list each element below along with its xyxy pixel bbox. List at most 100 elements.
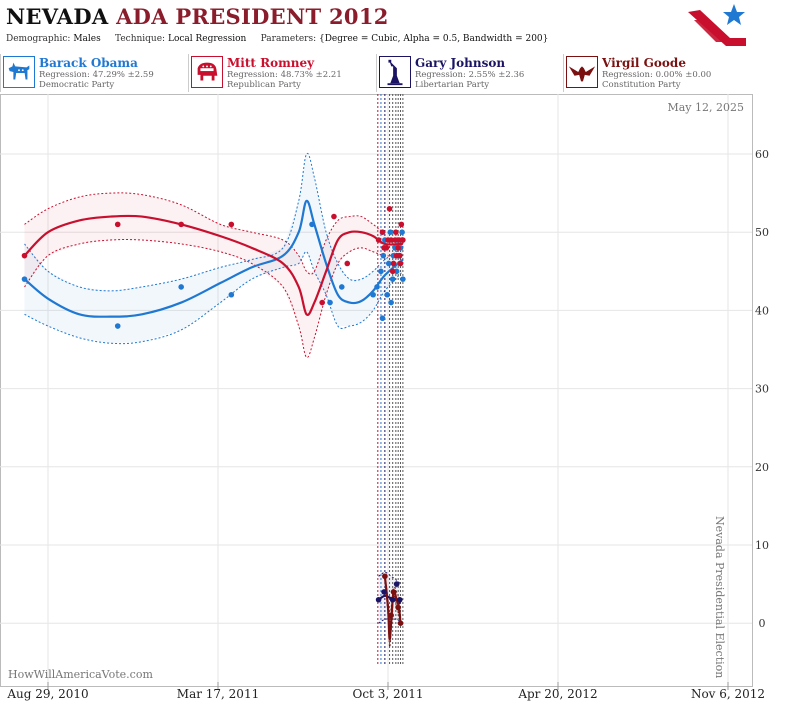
data-point	[384, 291, 391, 298]
x-tick-label: Nov 6, 2012	[691, 687, 765, 701]
data-point	[389, 276, 396, 282]
legend-name: Gary Johnson	[415, 56, 506, 70]
legend-party: Democratic Party	[39, 80, 115, 90]
data-point	[389, 268, 396, 275]
chart-axes: 0 10 20 30 40 50 60 Aug 29, 2010 Mar 17, 2011 Oct…	[6, 148, 769, 701]
data-point	[393, 268, 400, 275]
band-upper-2	[378, 571, 401, 585]
data-point	[387, 229, 394, 235]
legend-johnson: Gary Johnson Regression: 2.55% ±2.36 Lib…	[376, 54, 562, 92]
data-point	[374, 284, 380, 290]
legend-name: Mitt Romney	[227, 56, 315, 70]
data-point	[396, 252, 403, 259]
data-point	[21, 252, 28, 259]
legend-regression: Regression: 0.00% ±0.00	[602, 70, 712, 80]
liberty-statue-icon	[379, 56, 411, 88]
data-point	[375, 596, 382, 603]
y-tick-label: 10	[755, 539, 769, 552]
data-point	[398, 221, 405, 228]
x-tick-label: Aug 29, 2010	[6, 687, 88, 701]
data-point	[375, 237, 382, 243]
eagle-icon	[566, 56, 598, 88]
election-vertical-label: Nevada Presidential Election	[713, 516, 726, 678]
data-point	[380, 252, 387, 259]
demographic-value: Males	[73, 34, 101, 44]
data-point	[397, 620, 404, 626]
legend-regression: Regression: 2.55% ±2.36	[415, 70, 525, 80]
data-point	[379, 229, 386, 235]
x-tick-label: Apr 20, 2012	[517, 687, 597, 701]
data-point	[21, 276, 28, 282]
data-point	[114, 221, 121, 228]
data-point	[386, 205, 393, 212]
y-tick-label: 0	[759, 617, 766, 630]
legend-romney: Mitt Romney Regression: 48.73% ±2.21 Rep…	[188, 54, 374, 92]
technique-key: Technique:	[115, 34, 166, 44]
data-point	[388, 299, 394, 306]
watermark: HowWillAmericaVote.com	[8, 668, 153, 681]
data-point	[331, 213, 337, 220]
plot-frame	[0, 94, 753, 687]
data-point	[178, 284, 184, 290]
band-upper-1	[24, 192, 403, 275]
title-state: NEVADA	[6, 4, 109, 29]
site-logo-icon	[688, 4, 746, 46]
data-point	[319, 299, 325, 306]
data-point	[385, 260, 392, 267]
data-point	[114, 323, 121, 329]
data-point	[370, 291, 376, 298]
parameters-key: Parameters:	[260, 34, 317, 44]
data-point	[378, 268, 384, 275]
legend-obama: Barack Obama Regression: 47.29% ±2.59 De…	[0, 54, 186, 92]
trend-line-0	[23, 199, 404, 318]
poll-chart: 0 10 20 30 40 50 60 Aug 29, 2010 Mar 17, 2011 Oct…	[0, 94, 769, 701]
y-tick-label: 30	[755, 383, 769, 396]
data-point	[327, 299, 333, 306]
data-point	[400, 276, 406, 282]
legend-name: Barack Obama	[39, 56, 138, 70]
legend-name: Virgil Goode	[602, 56, 686, 70]
data-point	[395, 245, 401, 251]
technique-value: Local Regression	[167, 34, 247, 44]
band-lower-1	[24, 239, 403, 358]
data-point	[397, 260, 404, 267]
data-point	[392, 237, 398, 243]
data-point	[344, 260, 351, 267]
data-point	[178, 221, 184, 228]
data-points	[21, 205, 406, 626]
band-fill-1	[24, 193, 403, 358]
data-point	[400, 237, 406, 243]
data-point	[399, 229, 405, 235]
donkey-icon	[3, 56, 35, 88]
poll-date-lines	[377, 94, 404, 664]
data-point	[383, 245, 390, 251]
data-point	[379, 315, 386, 322]
legend-party: Republican Party	[227, 80, 301, 90]
x-tick-label: Mar 17, 2011	[177, 687, 259, 701]
parameters-value: {Degree = Cubic, Alpha = 0.5, Bandwidth …	[318, 34, 549, 44]
title-rest: ADA PRESIDENT 2012	[116, 4, 389, 29]
demographic-key: Demographic:	[6, 34, 71, 44]
data-point	[395, 604, 401, 611]
legend-regression: Regression: 48.73% ±2.21	[227, 70, 342, 80]
data-point	[309, 221, 315, 228]
data-point	[393, 581, 400, 587]
data-point	[393, 229, 399, 235]
trend-line-1	[23, 214, 403, 316]
legend-party: Constitution Party	[602, 80, 681, 90]
data-point	[390, 260, 397, 267]
data-point	[338, 284, 345, 290]
data-point	[228, 291, 235, 298]
y-tick-label: 50	[755, 226, 769, 239]
x-tick-label: Oct 3, 2011	[353, 687, 424, 701]
data-point	[382, 573, 388, 580]
data-point	[389, 596, 396, 603]
legend-party: Libertarian Party	[415, 80, 490, 90]
data-point	[396, 596, 403, 603]
parameters-line: Demographic: Males Technique: Local Regr…	[6, 34, 548, 44]
date-label: May 12, 2025	[667, 101, 744, 114]
data-point	[388, 237, 394, 243]
y-tick-label: 60	[755, 148, 769, 161]
chart-title: NEVADA ADA PRESIDENT 2012	[6, 4, 389, 29]
data-point	[390, 589, 397, 595]
